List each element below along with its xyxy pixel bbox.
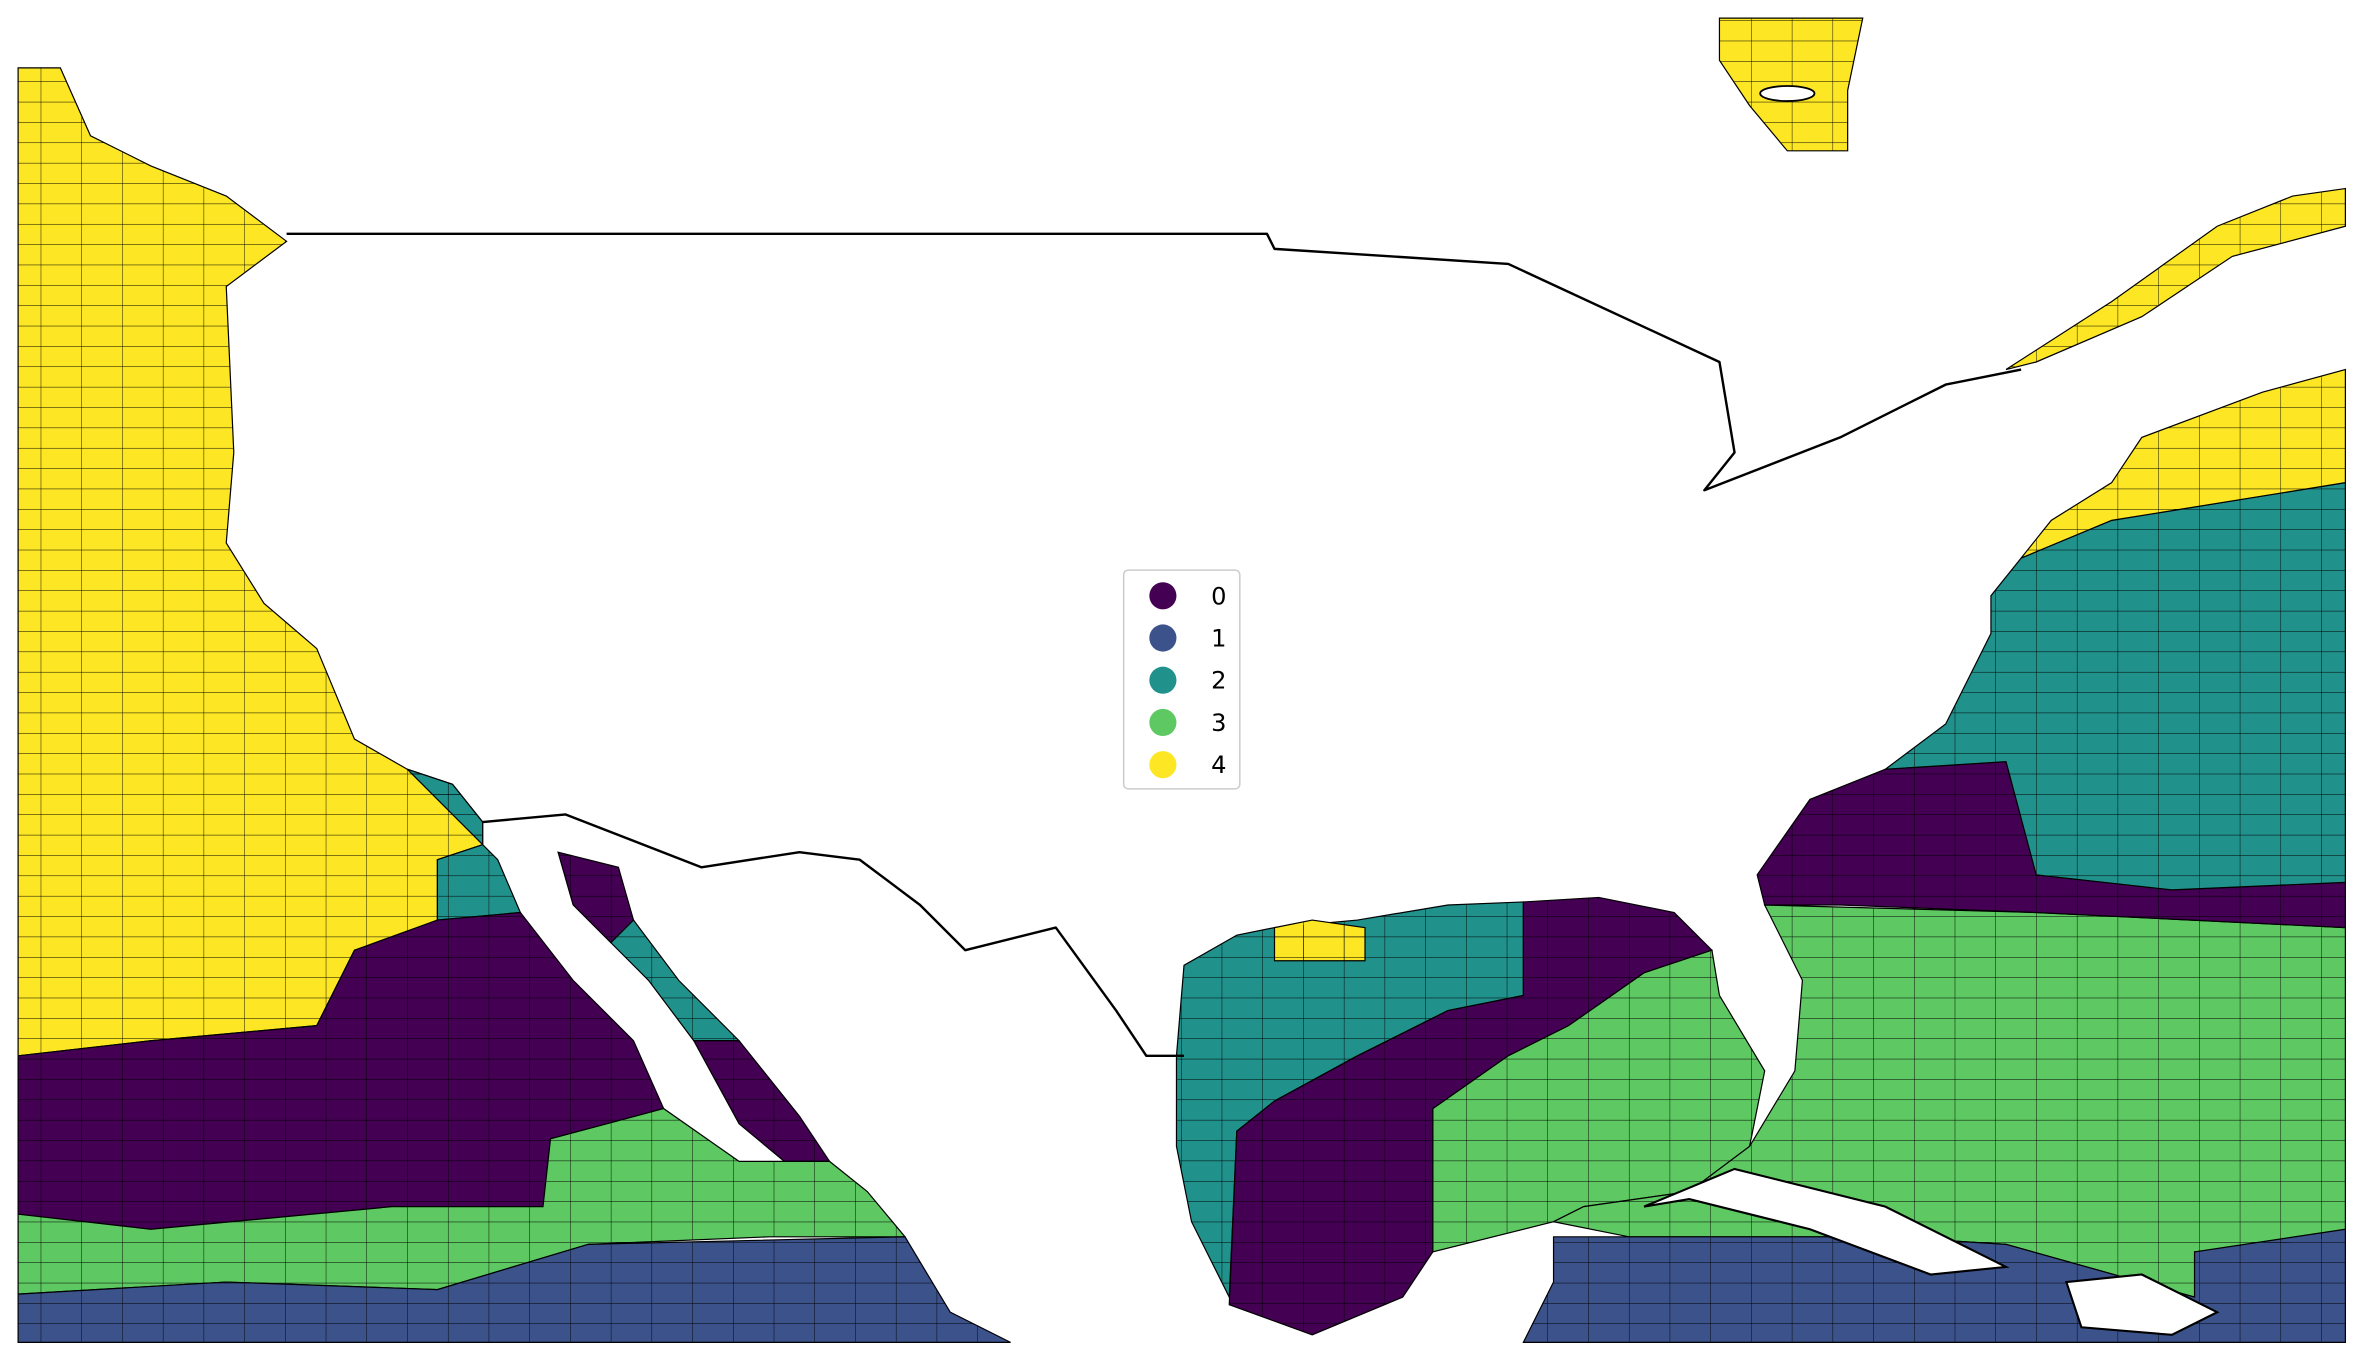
grid-cells [18, 912, 664, 1230]
legend-box [1122, 569, 1241, 790]
land-islands [1643, 85, 2220, 1336]
grid-cells [2021, 369, 2346, 559]
grid-cells [18, 1236, 1011, 1343]
legend-label: 2 [1211, 667, 1226, 695]
legend-label: 4 [1211, 751, 1226, 779]
grid-cells [1719, 18, 1863, 151]
legend-label: 3 [1211, 709, 1226, 737]
legend-marker [1149, 666, 1177, 694]
grid-cells [18, 67, 483, 1056]
grid-cells [610, 920, 740, 1041]
legend-marker [1149, 708, 1177, 737]
legend-label: 0 [1211, 582, 1226, 610]
legend-marker [1149, 582, 1177, 610]
grid-cells [558, 852, 634, 943]
regions [17, 17, 2346, 1343]
grid-cells [407, 769, 521, 921]
grid-cells [1757, 761, 2346, 928]
grid-cells [1274, 920, 1366, 961]
grid-cells [1229, 897, 1712, 1335]
legend-label: 1 [1211, 625, 1226, 653]
borders [286, 232, 2022, 1058]
grid-cells [2006, 188, 2346, 370]
grid-cells [1432, 950, 1765, 1252]
grid-cells [1885, 482, 2346, 890]
grid-cells [18, 1108, 905, 1295]
legend-marker [1149, 624, 1177, 652]
legend-marker [1149, 751, 1177, 779]
grid-cells [693, 1040, 830, 1162]
legend: 0 1 2 3 4 [1122, 569, 1241, 790]
grid-cells [1176, 901, 1524, 1298]
